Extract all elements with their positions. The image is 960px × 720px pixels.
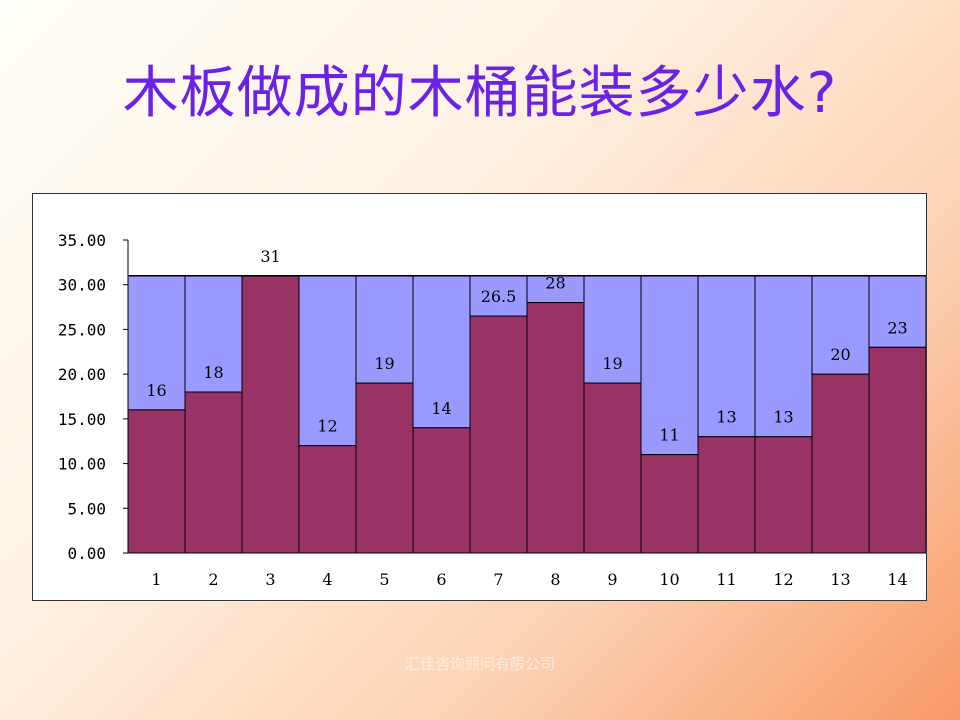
x-tick-label: 14 [887, 570, 907, 589]
bar [127, 409, 186, 554]
bar [184, 391, 243, 554]
y-tick-label: 10.00 [58, 455, 106, 474]
x-tick-label: 12 [773, 570, 793, 589]
x-tick-label: 3 [265, 570, 275, 589]
y-tick-label: 35.00 [58, 231, 106, 250]
y-tick-label: 0.00 [67, 544, 106, 563]
empty-segment [811, 275, 870, 375]
x-tick-label: 6 [436, 570, 446, 589]
data-label: 13 [773, 408, 793, 427]
x-tick-label: 2 [208, 570, 218, 589]
empty-segment [697, 275, 756, 438]
bar [355, 382, 414, 554]
bar [583, 382, 642, 554]
x-tick-label: 8 [550, 570, 560, 589]
chart-frame: 0.00 5.00 10.00 15.00 20.00 25.00 30.00 35.00 16… [32, 193, 927, 601]
data-label: 13 [716, 408, 736, 427]
x-tick-label: 10 [659, 570, 679, 589]
x-tick-label: 13 [830, 570, 850, 589]
bar [469, 315, 528, 554]
data-label: 23 [887, 318, 907, 337]
data-label: 19 [602, 354, 622, 373]
empty-segment [640, 275, 699, 456]
data-label: 12 [317, 417, 337, 436]
x-tick-label: 4 [322, 570, 332, 589]
bar [868, 346, 926, 554]
data-label: 26.5 [481, 287, 517, 306]
data-label: 14 [431, 399, 451, 418]
empty-segment [469, 275, 528, 317]
bar [640, 454, 699, 554]
x-tick-label: 9 [607, 570, 617, 589]
x-tick-label: 11 [716, 570, 736, 589]
bar [697, 436, 756, 554]
slide-title: 木板做成的木桶能装多少水? [122, 61, 838, 126]
y-tick-label: 15.00 [58, 410, 106, 429]
data-label: 19 [374, 354, 394, 373]
x-tick-label: 5 [379, 570, 389, 589]
data-label: 28 [545, 274, 565, 293]
data-label: 11 [659, 426, 679, 445]
y-tick-label: 5.00 [67, 499, 106, 518]
bar [412, 427, 471, 554]
y-tick-label: 25.00 [58, 320, 106, 339]
empty-segment [868, 275, 926, 348]
bar-chart: 0.005.0010.0015.0020.0025.0030.0035.0016… [58, 231, 926, 589]
x-tick-label: 7 [493, 570, 503, 589]
x-tick-label: 1 [151, 570, 161, 589]
y-tick-label: 20.00 [58, 365, 106, 384]
data-label: 31 [260, 247, 280, 266]
bar [298, 445, 357, 554]
watermark: 汇佳咨询顾问有限公司 [404, 655, 555, 673]
bar [754, 436, 813, 554]
bar [241, 275, 300, 554]
data-label: 20 [830, 345, 850, 364]
bar [811, 373, 870, 554]
y-tick-label: 30.00 [58, 276, 106, 295]
data-label: 18 [203, 363, 223, 382]
bar [526, 302, 585, 554]
data-label: 16 [146, 381, 166, 400]
empty-segment [754, 275, 813, 438]
